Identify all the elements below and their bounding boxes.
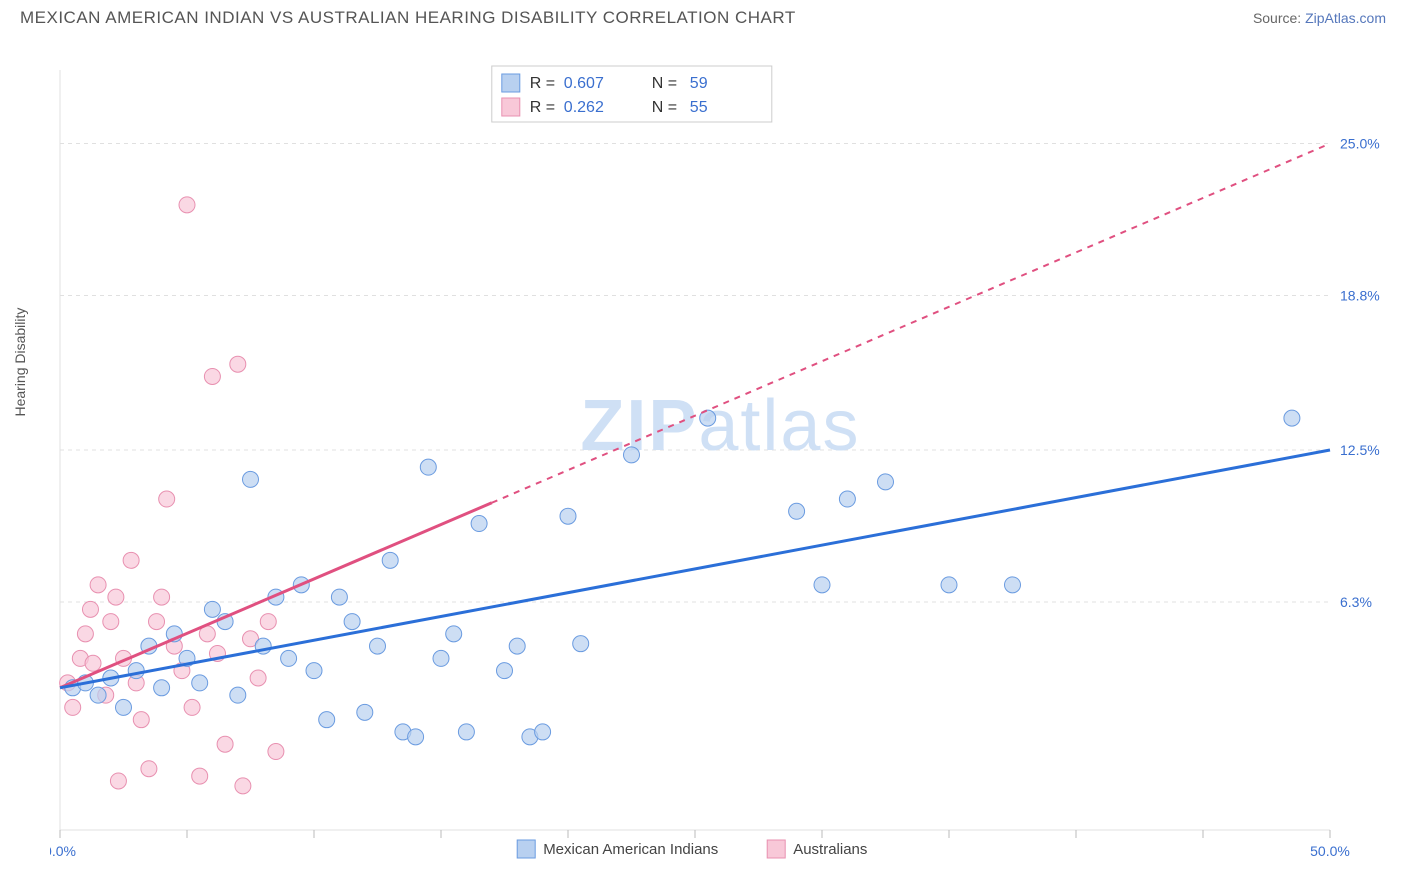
data-point: [433, 650, 449, 666]
data-point: [420, 459, 436, 475]
data-point: [331, 589, 347, 605]
data-point: [268, 744, 284, 760]
chart-title: MEXICAN AMERICAN INDIAN VS AUSTRALIAN HE…: [20, 8, 796, 28]
y-axis-label: Hearing Disability: [12, 307, 28, 416]
data-point: [77, 626, 93, 642]
x-tick-label-max: 50.0%: [1310, 843, 1350, 859]
data-point: [108, 589, 124, 605]
data-point: [154, 589, 170, 605]
legend-bottom-a-swatch: [517, 840, 535, 858]
data-point: [471, 516, 487, 532]
data-point: [192, 675, 208, 691]
data-point: [90, 687, 106, 703]
data-point: [243, 471, 259, 487]
data-point: [103, 614, 119, 630]
data-point: [123, 552, 139, 568]
data-point: [408, 729, 424, 745]
data-point: [458, 724, 474, 740]
data-point: [217, 736, 233, 752]
trendline-b-dashed: [492, 144, 1330, 503]
data-point: [941, 577, 957, 593]
data-point: [446, 626, 462, 642]
data-point: [497, 663, 513, 679]
svg-text:ZIPatlas: ZIPatlas: [580, 386, 860, 466]
legend-bottom-b-label: Australians: [793, 841, 867, 858]
data-point: [319, 712, 335, 728]
scatter-chart: 6.3% 12.5% 18.8% 25.0% 0.0% 50.0% ZIPatlas R = 0…: [50, 40, 1390, 885]
legend-bottom-b-swatch: [767, 840, 785, 858]
data-point: [90, 577, 106, 593]
data-point: [560, 508, 576, 524]
y-tick-label: 18.8%: [1340, 288, 1380, 304]
data-point: [204, 601, 220, 617]
data-point: [85, 655, 101, 671]
legend-b-n-label: N =: [652, 99, 677, 116]
data-point: [814, 577, 830, 593]
y-tick-label: 6.3%: [1340, 594, 1372, 610]
source-attribution: Source: ZipAtlas.com: [1253, 10, 1386, 26]
watermark: ZIPatlas: [580, 386, 860, 466]
x-tick-label-min: 0.0%: [50, 843, 76, 859]
data-point: [128, 663, 144, 679]
legend-a-n-label: N =: [652, 75, 677, 92]
legend-a-n-value: 59: [690, 75, 708, 92]
chart-container: Hearing Disability 6.3%12.5%18.8%25.0%0.…: [50, 40, 1390, 885]
series-b-points: [60, 197, 284, 794]
data-point: [154, 680, 170, 696]
source-link[interactable]: ZipAtlas.com: [1305, 10, 1386, 26]
data-point: [179, 197, 195, 213]
data-point: [509, 638, 525, 654]
data-point: [204, 368, 220, 384]
data-point: [382, 552, 398, 568]
chart-header: MEXICAN AMERICAN INDIAN VS AUSTRALIAN HE…: [0, 0, 1406, 32]
data-point: [306, 663, 322, 679]
legend-a-r-label: R =: [530, 75, 555, 92]
data-point: [82, 601, 98, 617]
source-label: Source:: [1253, 10, 1305, 26]
legend-a-r-value: 0.607: [564, 75, 604, 92]
data-point: [116, 699, 132, 715]
data-point: [192, 768, 208, 784]
data-point: [235, 778, 251, 794]
data-point: [573, 636, 589, 652]
data-point: [65, 699, 81, 715]
data-point: [230, 356, 246, 372]
data-point: [370, 638, 386, 654]
data-point: [149, 614, 165, 630]
data-point: [1284, 410, 1300, 426]
series-legend: Mexican American Indians Australians: [517, 840, 867, 858]
data-point: [1005, 577, 1021, 593]
data-point: [344, 614, 360, 630]
data-point: [250, 670, 266, 686]
correlation-legend: R = 0.607 N = 59 R = 0.262 N = 55: [492, 66, 772, 122]
data-point: [159, 491, 175, 507]
data-point: [789, 503, 805, 519]
data-point: [878, 474, 894, 490]
trendline-b-solid: [60, 503, 492, 688]
data-point: [110, 773, 126, 789]
y-tick-label: 12.5%: [1340, 442, 1380, 458]
legend-b-r-value: 0.262: [564, 99, 604, 116]
data-point: [839, 491, 855, 507]
data-point: [230, 687, 246, 703]
data-point: [281, 650, 297, 666]
data-point: [141, 761, 157, 777]
legend-b-r-label: R =: [530, 99, 555, 116]
data-point: [357, 704, 373, 720]
data-point: [535, 724, 551, 740]
data-point: [624, 447, 640, 463]
legend-b-n-value: 55: [690, 99, 708, 116]
legend-b-swatch: [502, 98, 520, 116]
data-point: [184, 699, 200, 715]
legend-a-swatch: [502, 74, 520, 92]
legend-bottom-a-label: Mexican American Indians: [543, 841, 718, 858]
data-point: [260, 614, 276, 630]
y-tick-label: 25.0%: [1340, 136, 1380, 152]
data-point: [133, 712, 149, 728]
